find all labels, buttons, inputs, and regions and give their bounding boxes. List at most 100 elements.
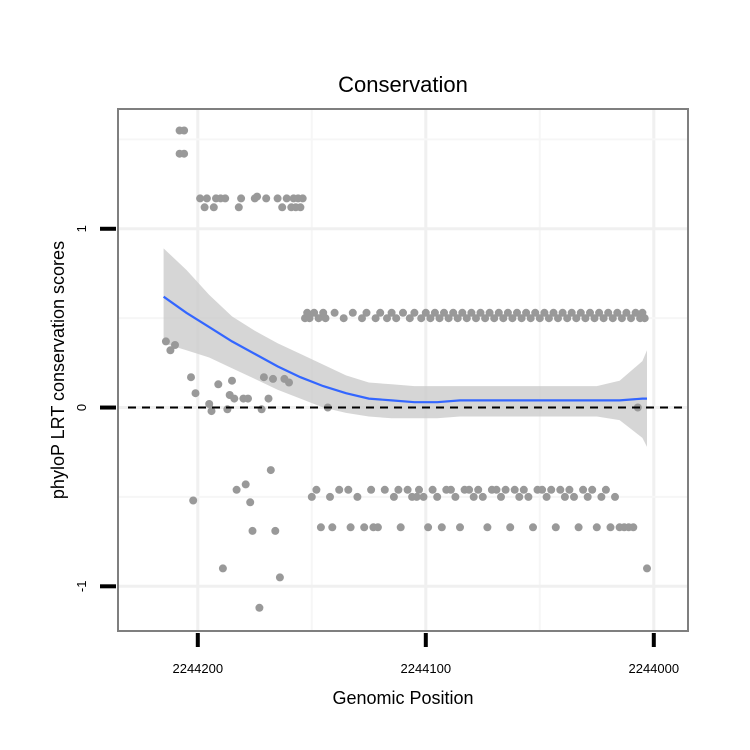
data-point — [399, 308, 407, 317]
data-point — [551, 523, 560, 532]
data-point — [483, 523, 492, 532]
confidence-band — [163, 248, 647, 447]
data-point — [419, 492, 428, 501]
data-point — [437, 523, 446, 532]
data-point — [492, 485, 501, 494]
data-point — [517, 314, 526, 323]
data-point — [453, 314, 462, 323]
data-point — [330, 308, 339, 317]
data-point — [417, 314, 426, 323]
data-point — [367, 485, 376, 494]
data-point — [259, 373, 268, 382]
plot-panel — [117, 108, 689, 632]
y-axis: 1 0 -1 — [74, 225, 116, 592]
data-point — [373, 523, 382, 532]
data-point — [421, 308, 430, 317]
data-point — [617, 314, 626, 323]
data-point — [574, 523, 583, 532]
data-point — [608, 314, 617, 323]
data-point — [440, 308, 448, 317]
data-point — [257, 405, 266, 414]
data-point — [606, 523, 615, 532]
data-point — [522, 308, 531, 317]
data-point — [538, 485, 547, 494]
data-point — [476, 308, 485, 317]
data-point — [262, 194, 271, 203]
data-point — [312, 485, 321, 494]
data-point — [506, 523, 515, 532]
data-point — [255, 603, 264, 612]
plot-border — [117, 108, 689, 632]
data-point — [535, 314, 544, 323]
data-point — [643, 564, 651, 573]
data-point — [387, 308, 396, 317]
data-point — [362, 308, 371, 317]
data-point — [415, 485, 423, 494]
data-point — [228, 376, 236, 385]
data-point — [435, 314, 444, 323]
x-axis: 2244200 2244100 2244000 — [172, 633, 679, 676]
data-point — [581, 314, 590, 323]
data-point — [389, 492, 398, 501]
data-point — [161, 337, 170, 346]
data-point — [271, 526, 280, 535]
data-point — [590, 314, 599, 323]
data-point — [412, 492, 421, 501]
data-point — [232, 485, 241, 494]
data-point — [358, 314, 366, 323]
data-point — [597, 492, 606, 501]
data-point — [629, 523, 638, 532]
data-point — [314, 314, 323, 323]
data-point — [205, 400, 214, 408]
smooth-curve — [162, 295, 647, 404]
data-point — [586, 308, 594, 317]
data-point — [462, 314, 471, 323]
data-point — [346, 523, 355, 532]
data-point — [451, 492, 460, 501]
data-point — [360, 523, 369, 532]
data-point — [599, 314, 608, 323]
data-point — [456, 523, 464, 532]
data-point — [428, 485, 437, 494]
data-point — [529, 523, 537, 532]
data-point — [171, 341, 179, 349]
data-point — [266, 466, 275, 475]
data-point — [465, 485, 474, 494]
data-point — [601, 485, 610, 494]
data-point — [579, 485, 588, 494]
data-point — [180, 126, 189, 135]
data-point — [394, 485, 403, 494]
data-point — [196, 194, 205, 203]
data-point — [321, 314, 330, 323]
data-point — [540, 308, 549, 317]
data-point — [583, 492, 592, 501]
x-tick-label: 2244000 — [628, 661, 679, 676]
data-point — [200, 203, 209, 212]
data-point — [592, 523, 601, 532]
data-point — [508, 314, 517, 323]
data-point — [307, 492, 316, 501]
data-point — [221, 194, 230, 203]
data-point — [275, 573, 284, 582]
data-point — [237, 194, 246, 203]
data-point — [285, 378, 293, 387]
data-point — [396, 523, 405, 532]
data-point — [563, 314, 572, 323]
data-point — [214, 380, 223, 389]
data-point — [631, 308, 640, 317]
data-point — [595, 308, 604, 317]
data-point — [426, 314, 435, 323]
data-point — [209, 203, 218, 212]
data-point — [430, 308, 439, 317]
data-point — [353, 492, 362, 501]
data-point — [298, 194, 307, 203]
plot-background — [118, 109, 688, 631]
data-point — [191, 389, 200, 398]
data-point — [339, 314, 348, 323]
data-point — [166, 346, 175, 355]
data-point — [189, 496, 198, 505]
data-point — [187, 373, 195, 382]
data-point — [588, 485, 597, 494]
data-point — [253, 192, 262, 201]
